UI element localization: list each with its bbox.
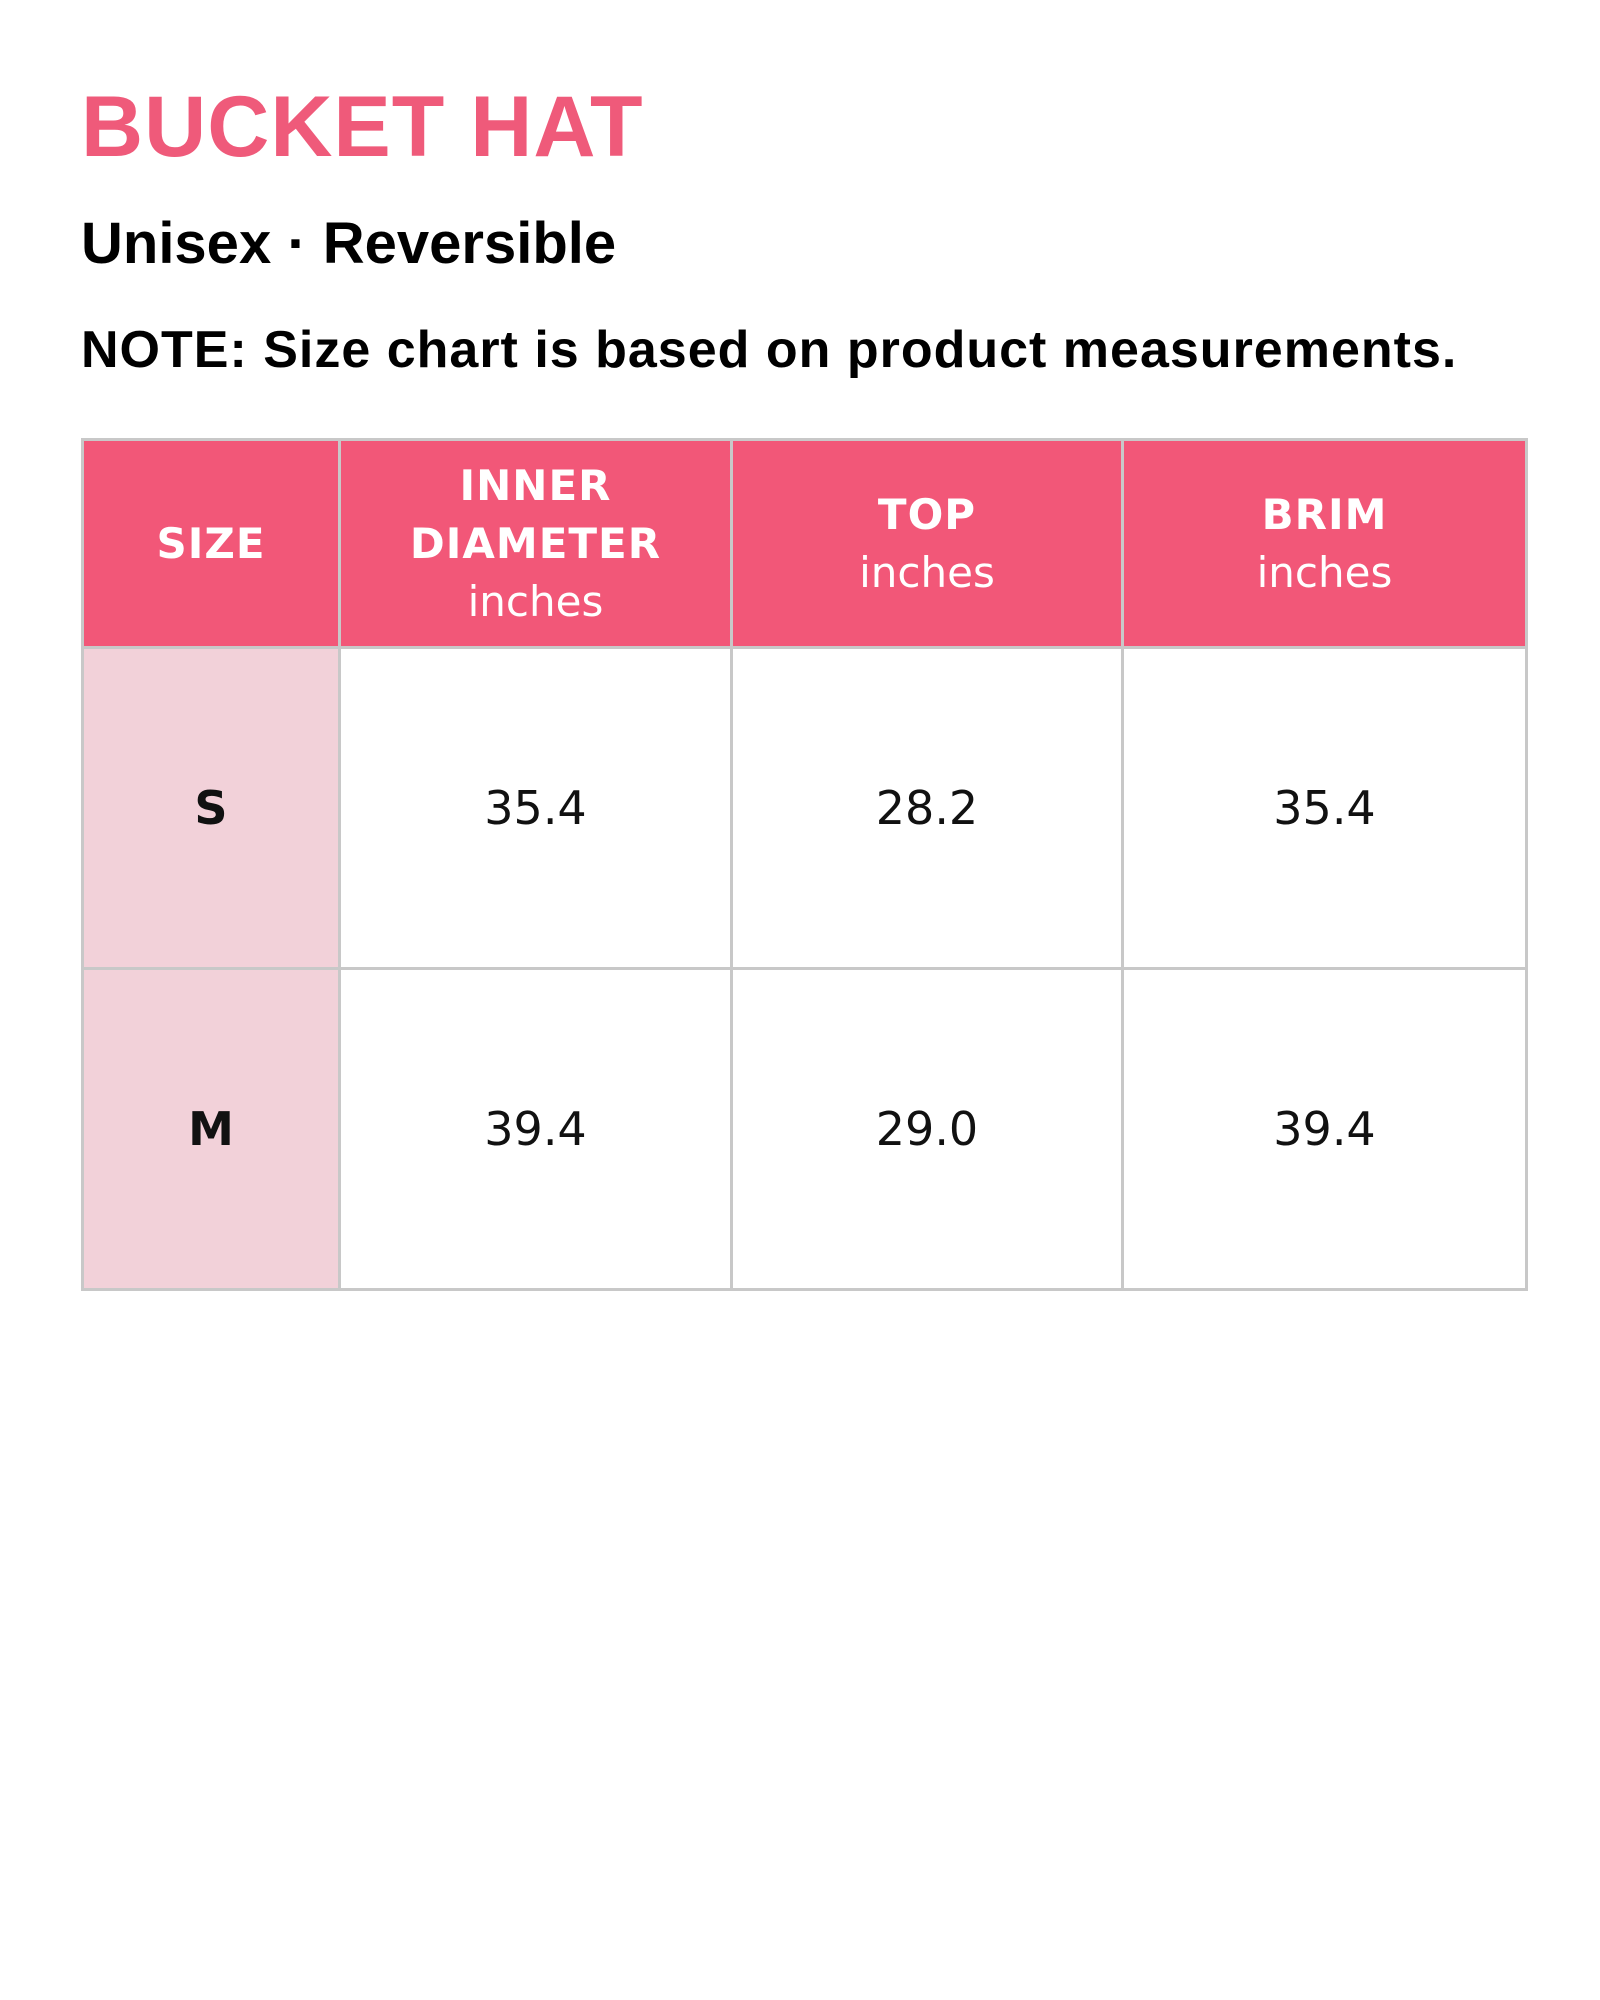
table-row: M 39.4 29.0 39.4 (81, 967, 1528, 1291)
column-unit: inches (859, 547, 995, 597)
value-cell: 39.4 (338, 967, 733, 1291)
subtitle: Unisex · Reversible (81, 211, 617, 276)
column-name: BRIM (1261, 489, 1388, 539)
value-cell: 29.0 (730, 967, 1124, 1291)
column-header: SIZE (81, 438, 341, 649)
value-cell: 35.4 (338, 646, 733, 970)
note: NOTE: Size chart is based on product mea… (81, 321, 1458, 379)
column-unit: inches (467, 576, 604, 626)
column-name: INNER DIAMETER (409, 460, 662, 568)
size-table: SIZE INNER DIAMETER inches TOP inches BRIM inc… (81, 438, 1528, 1291)
value-cell: 35.4 (1121, 646, 1528, 970)
column-unit: inches (1256, 547, 1393, 597)
column-header: TOP inches (730, 438, 1124, 649)
table-row: S 35.4 28.2 35.4 (81, 646, 1528, 970)
value-cell: 28.2 (730, 646, 1124, 970)
size-cell: M (81, 967, 341, 1291)
column-name: TOP (877, 489, 977, 539)
value-cell: 39.4 (1121, 967, 1528, 1291)
column-header: BRIM inches (1121, 438, 1528, 649)
title: BUCKET HAT (81, 79, 644, 175)
column-header: INNER DIAMETER inches (338, 438, 733, 649)
table-body: S 35.4 28.2 35.4 M 39.4 29.0 39.4 (81, 646, 1528, 1291)
column-name: SIZE (156, 518, 266, 568)
size-cell: S (81, 646, 341, 970)
header-row: SIZE INNER DIAMETER inches TOP inches BRIM inc… (81, 438, 1528, 649)
